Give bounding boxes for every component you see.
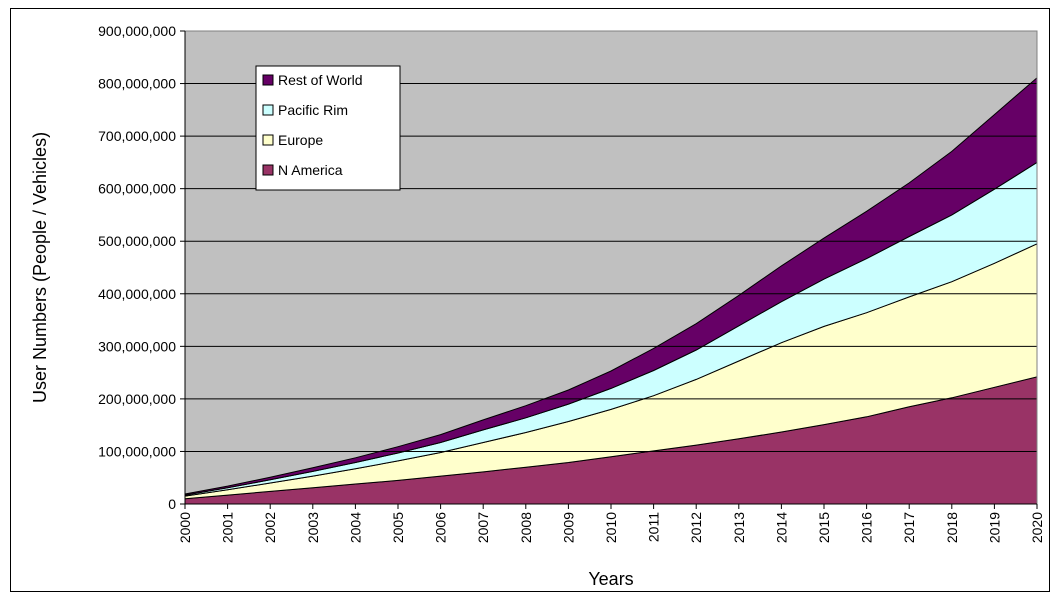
legend-label-pacific-rim: Pacific Rim xyxy=(278,102,348,118)
x-tick-label: 2002 xyxy=(262,512,278,543)
x-tick-label: 2013 xyxy=(731,512,747,543)
y-tick-label: 500,000,000 xyxy=(98,233,176,249)
legend-label-europe: Europe xyxy=(278,132,323,148)
x-tick-label: 2006 xyxy=(433,512,449,543)
x-tick-label: 2008 xyxy=(518,512,534,543)
y-tick-label: 700,000,000 xyxy=(98,128,176,144)
x-tick-label: 2005 xyxy=(390,512,406,543)
legend-swatch-europe xyxy=(262,134,274,146)
x-tick-label: 2010 xyxy=(603,512,619,543)
legend-swatch-rest-of-world xyxy=(262,74,274,86)
y-tick-label: 600,000,000 xyxy=(98,181,176,197)
legend-swatch-n-america xyxy=(262,164,274,176)
x-tick-label: 2007 xyxy=(475,512,491,543)
legend-box xyxy=(255,65,401,191)
y-tick-label: 0 xyxy=(168,496,176,512)
x-axis-title: Years xyxy=(588,569,633,589)
x-tick-label: 2009 xyxy=(560,512,576,543)
y-tick-label: 300,000,000 xyxy=(98,338,176,354)
y-tick-label: 400,000,000 xyxy=(98,286,176,302)
y-tick-label: 100,000,000 xyxy=(98,443,176,459)
x-tick-label: 2018 xyxy=(944,512,960,543)
x-tick-label: 2020 xyxy=(1029,512,1045,543)
x-tick-label: 2012 xyxy=(688,512,704,543)
legend-label-n-america: N America xyxy=(278,162,343,178)
x-tick-label: 2014 xyxy=(773,512,789,543)
x-tick-label: 2011 xyxy=(646,512,662,542)
x-tick-label: 2015 xyxy=(816,512,832,543)
y-tick-label: 800,000,000 xyxy=(98,76,176,92)
y-tick-label: 200,000,000 xyxy=(98,391,176,407)
x-tick-label: 2016 xyxy=(859,512,875,543)
x-tick-label: 2019 xyxy=(986,512,1002,543)
x-tick-label: 2001 xyxy=(220,512,236,543)
x-tick-label: 2000 xyxy=(177,512,193,543)
legend-label-rest-of-world: Rest of World xyxy=(278,72,363,88)
x-tick-label: 2004 xyxy=(347,512,363,543)
x-tick-label: 2017 xyxy=(901,512,917,543)
y-tick-label: 900,000,000 xyxy=(98,23,176,39)
y-axis-title: User Numbers (People / Vehicles) xyxy=(30,132,50,403)
legend-swatch-pacific-rim xyxy=(262,104,274,116)
x-tick-label: 2003 xyxy=(305,512,321,543)
